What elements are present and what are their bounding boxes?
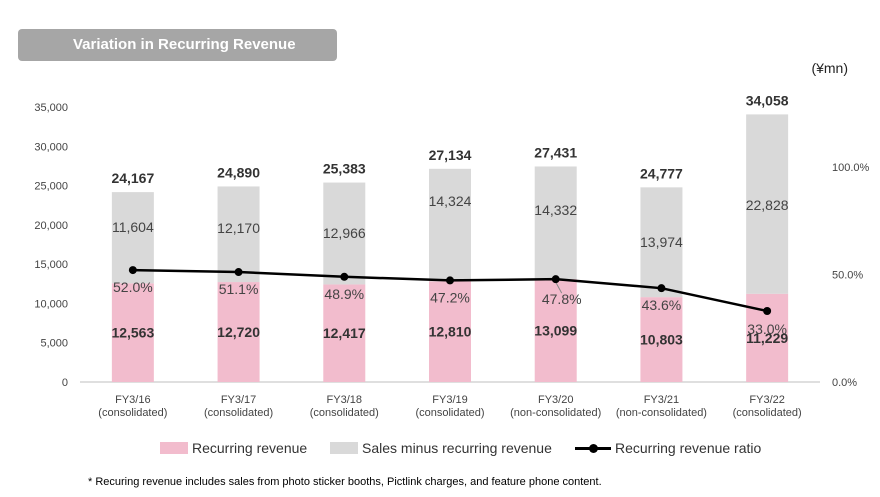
y-left-tick-label: 15,000 — [34, 259, 68, 271]
bar-recurring — [429, 281, 471, 382]
bar-recurring — [534, 279, 577, 382]
x-tick-sublabel: (consolidated) — [204, 407, 273, 419]
recurring-value-label: 12,563 — [111, 325, 154, 341]
x-tick-label: FY3/22 — [749, 394, 784, 406]
total-label: 24,167 — [111, 170, 154, 186]
ratio-value-label: 47.8% — [542, 291, 582, 307]
legend-item-sales-minus: Sales minus recurring revenue — [330, 440, 552, 456]
ratio-point — [551, 275, 560, 284]
y-left-tick-label: 0 — [62, 377, 68, 389]
sales-minus-value-label: 14,332 — [534, 202, 577, 218]
bar-sales-minus — [640, 187, 683, 298]
x-tick-sublabel: (non-consolidated) — [510, 407, 601, 419]
sales-minus-value-label: 12,170 — [217, 220, 260, 236]
y-right-tick-label: 0.0% — [832, 377, 857, 389]
ratio-value-label: 43.6% — [642, 297, 682, 313]
x-tick-label: FY3/17 — [221, 394, 256, 406]
chart-svg: 0 5,000 10,000 15,000 20,000 25,000 30,000 35,0… — [34, 92, 870, 419]
legend-label-recurring: Recurring revenue — [192, 440, 308, 456]
y-left-tick-label: 30,000 — [34, 141, 68, 153]
sales-minus-value-label: 11,604 — [112, 219, 154, 235]
x-tick-sublabel: (non-consolidated) — [616, 407, 707, 419]
x-tick-label: FY3/16 — [115, 394, 150, 406]
ratio-point — [657, 284, 666, 293]
bar-sales-minus — [746, 114, 789, 294]
ratio-point — [340, 272, 349, 281]
footnote: * Recuring revenue includes sales from p… — [88, 476, 602, 488]
recurring-value-label: 13,099 — [534, 323, 577, 339]
y-right-tick-label: 100.0% — [832, 162, 870, 174]
y-left-tick-label: 5,000 — [40, 338, 68, 350]
ratio-point — [446, 276, 454, 285]
title-banner: Variation in Recurring Revenue — [18, 29, 337, 61]
x-tick-sublabel: (consolidated) — [415, 407, 484, 419]
legend-item-recurring: Recurring revenue — [160, 440, 307, 456]
bar-sales-minus — [534, 166, 577, 280]
recurring-value-label: 12,810 — [429, 324, 472, 340]
chart-title: Variation in Recurring Revenue — [73, 36, 296, 53]
bar-sales-minus — [217, 186, 260, 283]
bar-sales-minus — [429, 168, 471, 282]
ratio-value-label: 52.0% — [113, 279, 153, 295]
legend-label-ratio: Recurring revenue ratio — [615, 440, 762, 456]
sales-minus-value-label: 13,974 — [640, 234, 683, 250]
ratio-value-label: 48.9% — [324, 286, 364, 302]
total-label: 24,890 — [217, 164, 260, 180]
unit-label: (¥mn) — [811, 60, 848, 76]
legend-swatch-ratio — [575, 442, 611, 454]
ratio-point — [763, 306, 772, 315]
legend-swatch-recurring — [160, 442, 188, 454]
recurring-value-label: 12,720 — [217, 324, 260, 340]
sales-minus-value-label: 12,966 — [323, 225, 366, 241]
legend-swatch-sales-minus — [330, 442, 358, 454]
x-tick-label: FY3/19 — [432, 394, 467, 406]
x-tick-label: FY3/18 — [327, 394, 362, 406]
x-tick-sublabel: (consolidated) — [733, 407, 802, 419]
ratio-point — [234, 268, 243, 277]
bar-recurring — [217, 282, 260, 382]
total-label: 24,777 — [640, 165, 683, 181]
y-left-tick-label: 10,000 — [34, 298, 68, 310]
recurring-value-label: 10,803 — [640, 332, 683, 348]
ratio-value-label: 33.0% — [747, 321, 787, 337]
x-tick-label: FY3/20 — [538, 394, 573, 406]
y-left-tick-label: 25,000 — [34, 181, 68, 193]
total-label: 27,431 — [534, 144, 577, 160]
bar-sales-minus — [323, 182, 366, 285]
ratio-leader-line — [555, 281, 563, 294]
x-tick-label: FY3/21 — [644, 394, 679, 406]
y-left-tick-label: 35,000 — [34, 102, 68, 114]
total-label: 34,058 — [746, 92, 789, 108]
total-label: 27,134 — [429, 147, 472, 163]
x-tick-sublabel: (consolidated) — [98, 407, 167, 419]
bar-recurring — [640, 297, 683, 382]
legend-label-sales-minus: Sales minus recurring revenue — [362, 440, 552, 456]
bar-recurring — [111, 283, 154, 382]
bar-recurring — [323, 284, 366, 382]
recurring-value-label: 12,417 — [323, 325, 366, 341]
legend-item-ratio: Recurring revenue ratio — [575, 440, 761, 456]
ratio-value-label: 47.2% — [430, 289, 470, 305]
x-tick-sublabel: (consolidated) — [310, 407, 379, 419]
y-right-tick-label: 50.0% — [832, 269, 863, 281]
recurring-value-label: 11,229 — [746, 330, 788, 346]
sales-minus-value-label: 22,828 — [746, 197, 789, 213]
total-label: 25,383 — [323, 161, 366, 177]
y-left-tick-label: 20,000 — [34, 220, 68, 232]
ratio-point — [128, 266, 137, 275]
ratio-value-label: 51.1% — [219, 281, 259, 297]
sales-minus-value-label: 14,324 — [429, 193, 472, 209]
